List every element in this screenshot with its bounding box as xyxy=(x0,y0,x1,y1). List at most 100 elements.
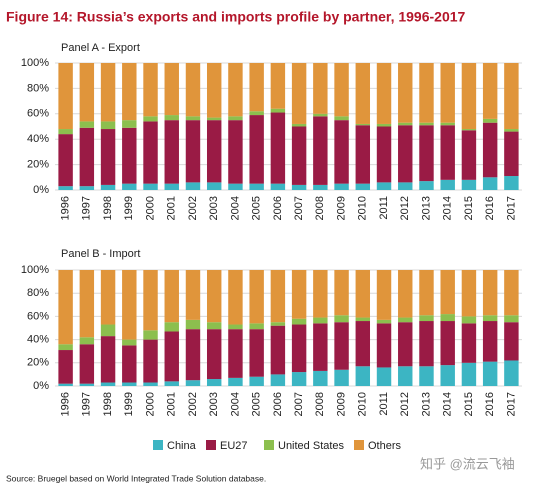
bar-segment xyxy=(249,111,264,116)
bar-segment xyxy=(206,379,222,386)
bar-segment xyxy=(164,120,179,184)
bar-segment xyxy=(419,315,434,322)
x-tick-label: 2013 xyxy=(420,392,432,416)
x-tick-label: 1999 xyxy=(123,196,135,220)
bar-segment xyxy=(313,116,328,185)
bar-segment xyxy=(270,112,286,184)
y-tick-label: 40% xyxy=(27,334,49,346)
bar-segment xyxy=(249,63,264,112)
bar-segment xyxy=(58,129,73,135)
bar-segment xyxy=(79,63,95,122)
watermark: 知乎 @流云飞袖 xyxy=(420,456,515,471)
x-tick-label: 2002 xyxy=(187,392,199,416)
bar-segment xyxy=(398,63,413,123)
legend-swatch xyxy=(206,440,216,450)
bar-segment xyxy=(419,63,434,123)
x-tick-label: 1998 xyxy=(102,392,114,416)
x-tick-label: 2009 xyxy=(335,196,347,220)
bar-segment xyxy=(355,366,371,386)
bar-segment xyxy=(270,322,286,326)
figure-title: Figure 14: Russia’s exports and imports … xyxy=(6,9,466,25)
x-tick-label: 2002 xyxy=(187,196,199,220)
bar-segment xyxy=(79,127,95,187)
bar-segment xyxy=(122,270,137,340)
bar-segment xyxy=(504,270,519,316)
x-tick-label: 2014 xyxy=(442,392,454,416)
bar-segment xyxy=(376,123,392,127)
bar-segment xyxy=(376,126,392,183)
x-tick-label: 2017 xyxy=(505,392,517,416)
series: China xyxy=(58,176,519,190)
bar-segment xyxy=(249,183,264,190)
bar-segment xyxy=(249,115,264,184)
bar-segment xyxy=(291,63,307,124)
bar-segment xyxy=(143,382,158,386)
bar-segment xyxy=(313,317,328,324)
x-tick-label: 1998 xyxy=(102,196,114,220)
bar-segment xyxy=(228,183,243,190)
y-tick-label: 40% xyxy=(27,133,49,145)
bar-segment xyxy=(419,270,434,316)
bar-segment xyxy=(504,176,519,190)
bar-segment xyxy=(270,270,286,323)
x-tick-label: 2012 xyxy=(399,196,411,220)
bar-segment xyxy=(482,177,498,190)
bar-segment xyxy=(185,116,201,121)
bar-segment xyxy=(164,381,179,386)
bar-segment xyxy=(79,337,95,345)
bar-segment xyxy=(249,329,264,377)
bar-segment xyxy=(313,323,328,371)
bar-segment xyxy=(419,366,434,386)
bar-segment xyxy=(313,370,328,386)
bar-segment xyxy=(122,127,137,184)
bar-segment xyxy=(440,321,455,366)
bar-segment xyxy=(398,182,413,190)
bar-segment xyxy=(143,116,158,122)
x-tick-label: 2007 xyxy=(293,196,305,220)
bar-segment xyxy=(122,63,137,121)
bar-segment xyxy=(206,322,222,330)
bar-segment xyxy=(270,374,286,386)
bar-segment xyxy=(461,316,477,324)
x-tick-label: 2016 xyxy=(484,196,496,220)
x-tick-label: 2016 xyxy=(484,392,496,416)
bar-segment xyxy=(122,339,137,346)
bar-segment xyxy=(100,324,116,337)
bar-segment xyxy=(440,179,455,190)
bar-segment xyxy=(376,63,392,124)
bar-segment xyxy=(143,63,158,117)
bar-segment xyxy=(461,129,477,131)
x-tick-label: 2014 xyxy=(442,196,454,220)
bar-segment xyxy=(461,270,477,317)
bar-segment xyxy=(291,184,307,190)
bar-segment xyxy=(313,63,328,114)
x-tick-label: 2001 xyxy=(166,196,178,220)
x-tick-label: 2005 xyxy=(251,196,263,220)
bar-segment xyxy=(419,321,434,367)
x-tick-label: 2010 xyxy=(357,196,369,220)
bar-segment xyxy=(100,336,116,383)
bar-segment xyxy=(398,366,413,386)
bar-segment xyxy=(313,184,328,190)
bar-segment xyxy=(228,120,243,184)
bar-segment xyxy=(355,125,371,184)
legend-swatch xyxy=(153,440,163,450)
bar-segment xyxy=(79,270,95,338)
y-tick-label: 0% xyxy=(33,380,49,392)
bar-segment xyxy=(482,361,498,386)
bar-segment xyxy=(100,63,116,122)
panel-title: Panel A - Export xyxy=(61,42,140,54)
bar-segment xyxy=(461,362,477,386)
x-tick-label: 2017 xyxy=(505,196,517,220)
bar-segment xyxy=(79,383,95,386)
bar-segment xyxy=(228,329,243,378)
bar-segment xyxy=(185,63,201,117)
bar-segment xyxy=(334,369,349,386)
bar-segment xyxy=(164,331,179,382)
bar-segment xyxy=(58,383,73,386)
bar-segment xyxy=(185,329,201,381)
x-tick-label: 1997 xyxy=(81,196,93,220)
bar-segment xyxy=(313,113,328,117)
bar-segment xyxy=(228,63,243,117)
bar-segment xyxy=(228,377,243,386)
